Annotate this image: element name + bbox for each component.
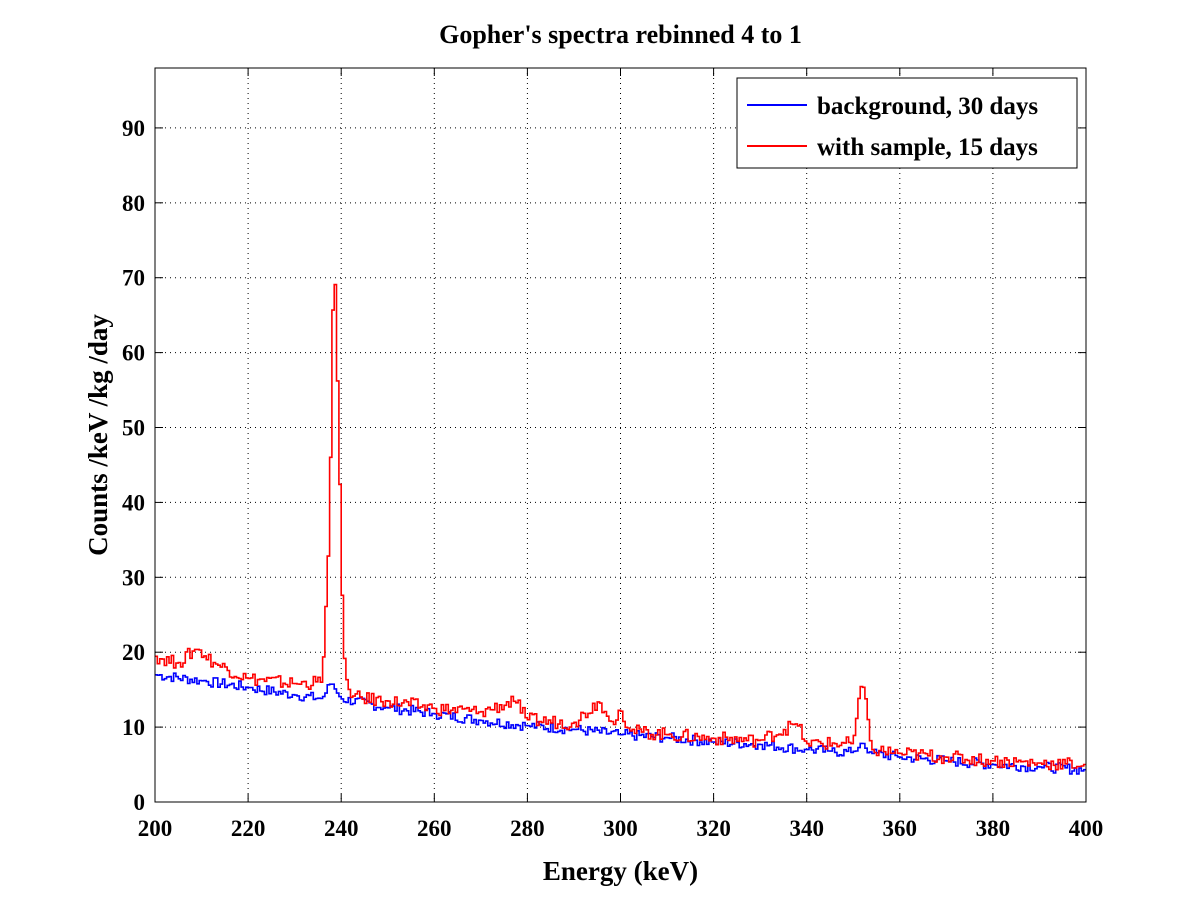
y-tick-label: 80 (122, 191, 145, 216)
y-tick-label: 90 (122, 116, 145, 141)
x-tick-label: 260 (417, 816, 452, 841)
legend-entry-label: background, 30 days (817, 93, 1038, 120)
x-tick-label: 400 (1069, 816, 1104, 841)
grid-lines (155, 68, 1086, 802)
y-tick-label: 10 (122, 715, 145, 740)
y-tick-label: 30 (122, 565, 145, 590)
legend: background, 30 days with sample, 15 days (736, 77, 1078, 169)
series-layer (155, 283, 1086, 775)
x-tick-label: 340 (789, 816, 824, 841)
axis-ticks: 200 220 240 260 280 300 320 340 360 380 400 0 10 20 30… (122, 68, 1103, 841)
y-axis-label: Counts /keV /kg /day (83, 314, 113, 556)
y-tick-label: 70 (122, 266, 145, 291)
legend-entry-label: with sample, 15 days (817, 134, 1038, 161)
plot-area (155, 68, 1086, 802)
chart-title: Gopher's spectra rebinned 4 to 1 (439, 20, 802, 49)
y-tick-label: 20 (122, 640, 145, 665)
x-tick-label: 300 (603, 816, 638, 841)
x-tick-label: 240 (324, 816, 359, 841)
x-tick-label: 320 (696, 816, 731, 841)
series-line-with-sample (155, 283, 1086, 771)
x-tick-label: 200 (138, 816, 173, 841)
x-tick-label: 280 (510, 816, 545, 841)
y-tick-label: 50 (122, 416, 145, 441)
y-tick-label: 40 (122, 490, 145, 515)
y-tick-label: 60 (122, 341, 145, 366)
x-axis-label: Energy (keV) (543, 856, 698, 886)
y-tick-label: 0 (134, 790, 146, 815)
x-tick-label: 220 (231, 816, 266, 841)
x-tick-label: 360 (883, 816, 918, 841)
x-tick-label: 380 (976, 816, 1011, 841)
legend-box (736, 77, 1078, 169)
series-line-background (155, 672, 1086, 775)
